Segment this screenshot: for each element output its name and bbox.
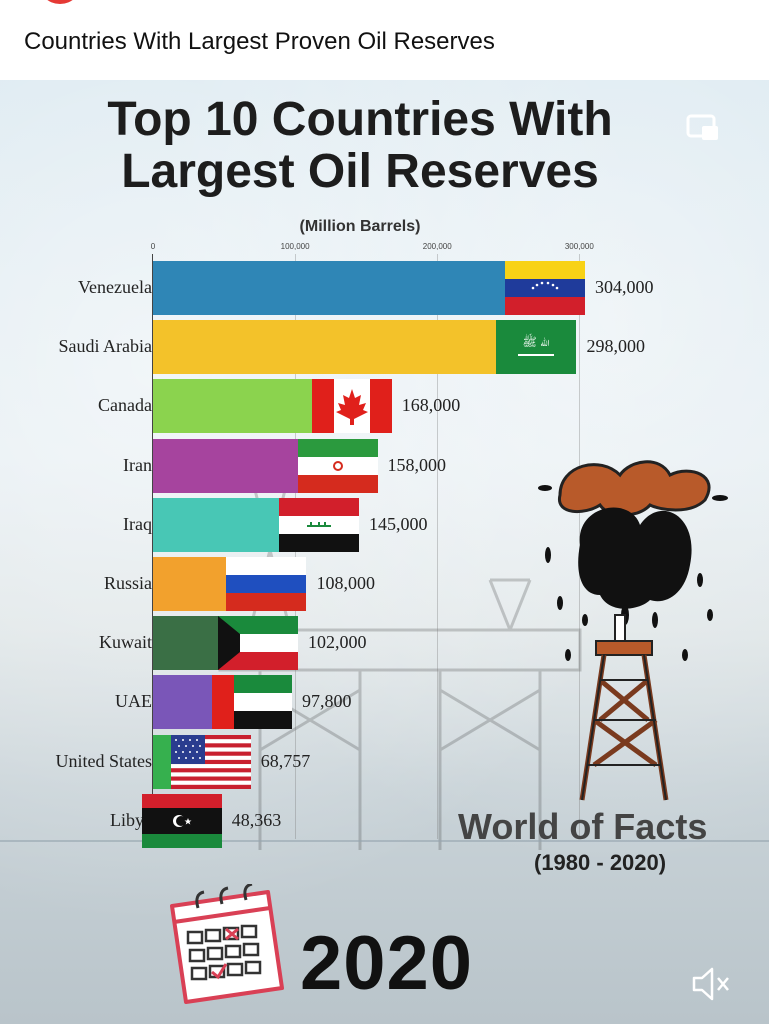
flag-canada-icon — [311, 379, 392, 434]
flag-saudi-arabia-icon: ﷲ ﷺ — [496, 320, 577, 375]
axis-unit-label: (Million Barrels) — [299, 218, 421, 235]
gridline — [437, 254, 439, 839]
current-year: 2020 — [300, 921, 474, 1006]
flag-russia-icon — [226, 557, 307, 611]
country-label: Canada — [98, 395, 152, 416]
country-label: Kuwait — [99, 632, 152, 653]
flag-kuwait-icon — [217, 616, 298, 671]
flag-uae-icon — [211, 675, 292, 730]
value-label: 298,000 — [586, 336, 645, 357]
value-label: 108,000 — [316, 573, 375, 593]
x-tick-label: 300,000 — [564, 242, 594, 251]
bar-row-united-states: United States 68,757 — [0, 734, 769, 789]
x-tick-label: 0 — [150, 242, 156, 251]
brand-name: World of Facts — [458, 806, 708, 847]
country-label: United States — [55, 750, 153, 771]
country-label: Venezuela — [78, 277, 152, 297]
country-label: Saudi Arabia — [58, 336, 152, 357]
y-axis-line — [152, 254, 153, 839]
value-label: 48,363 — [231, 809, 282, 830]
bar-row-canada: Canada 168,000 — [0, 379, 769, 434]
flag-iran-icon — [297, 438, 378, 493]
value-label: 304,000 — [595, 277, 654, 297]
value-label: 102,000 — [307, 632, 367, 653]
bar-row-libya: Libya 48,363 — [0, 793, 769, 848]
bar-row-saudi-arabia: Saudi Arabia ﷲ ﷺ 298,000 — [0, 320, 769, 375]
country-label: Libya — [110, 809, 152, 830]
value-label: 97,800 — [301, 691, 352, 712]
value-label: 168,000 — [401, 395, 461, 416]
calendar-icon — [170, 884, 284, 1004]
country-label: Iran — [123, 454, 152, 475]
oil-gusher-icon — [538, 460, 728, 801]
flag-venezuela-icon — [505, 261, 585, 315]
country-label: Russia — [103, 573, 152, 593]
video-header: Countries With Largest Proven Oil Reserv… — [0, 0, 769, 80]
flag-united-states-icon — [170, 734, 251, 789]
value-label: 158,000 — [387, 454, 447, 475]
cast-icon[interactable] — [686, 112, 722, 144]
bar-row-venezuela: Venezuela 304,000 — [0, 261, 769, 315]
x-tick-label: 100,000 — [280, 242, 310, 251]
bar-row-russia: Russia 108,000 — [0, 557, 769, 611]
video-title: Countries With Largest Proven Oil Reserv… — [24, 28, 495, 55]
value-label: 68,757 — [260, 750, 311, 771]
channel-avatar[interactable] — [38, 0, 82, 4]
chart-title: Top 10 Countries With Largest Oil Reserv… — [107, 93, 613, 198]
mute-icon[interactable] — [690, 966, 732, 1002]
bar-row-uae: UAE 97,800 — [0, 675, 769, 730]
x-tick-label: 200,000 — [422, 242, 452, 251]
country-label: UAE — [115, 691, 152, 712]
video-player[interactable]: Top 10 Countries With Largest Oil Reserv… — [0, 80, 769, 1024]
flag-iraq-icon — [279, 497, 360, 552]
flag-libya-icon — [141, 793, 222, 848]
year-range: (1980 - 2020) — [534, 850, 667, 875]
bar-row-iraq: Iraq 145,000 — [0, 497, 769, 552]
value-label: 145,000 — [369, 513, 428, 534]
bar-row-iran: Iran 158,000 — [0, 438, 769, 493]
bar-row-kuwait: Kuwait 102,000 — [0, 616, 769, 671]
svg-text:ﷲ ﷺ: ﷲ ﷺ — [523, 333, 550, 349]
country-label: Iraq — [123, 513, 152, 534]
horizon-line — [0, 840, 769, 842]
